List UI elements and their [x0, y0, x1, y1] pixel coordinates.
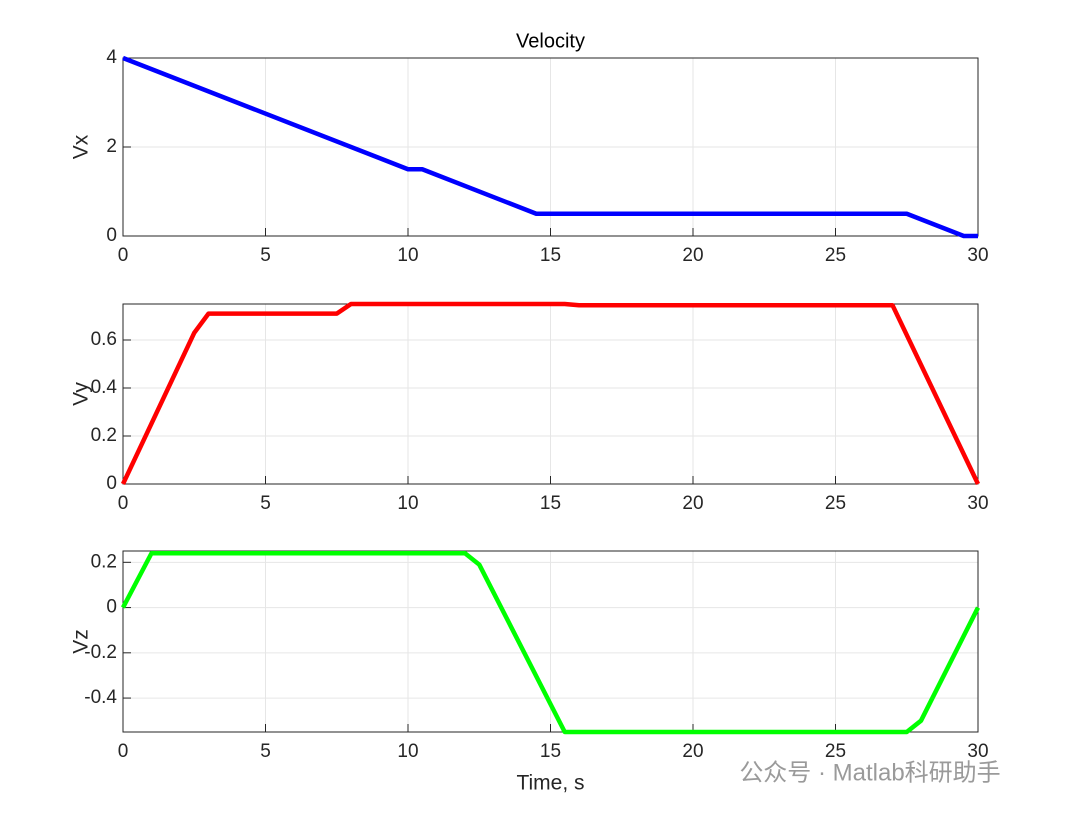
x-tick-label: 0 — [118, 245, 129, 266]
x-tick-label: 5 — [260, 493, 271, 514]
x-tick-label: 5 — [260, 245, 271, 266]
x-tick-label: 10 — [397, 741, 418, 762]
y-tick-label: 2 — [106, 136, 117, 157]
x-tick-label: 20 — [682, 493, 703, 514]
y-tick-label: 0.2 — [91, 551, 117, 572]
x-tick-label: 0 — [118, 741, 129, 762]
watermark: 公众号 · Matlab科研助手 — [739, 759, 1000, 786]
x-tick-label: 30 — [967, 493, 988, 514]
x-tick-label: 25 — [825, 493, 846, 514]
y-tick-label: 0.2 — [91, 425, 117, 446]
y-axis-label: Vx — [70, 134, 93, 159]
y-tick-label: 4 — [106, 47, 117, 68]
y-tick-label: 0.4 — [91, 377, 118, 398]
data-line — [121, 551, 981, 735]
y-tick-label: 0 — [106, 225, 117, 246]
x-tick-label: 5 — [260, 741, 271, 762]
y-tick-label: 0.6 — [91, 329, 117, 350]
y-axis-label: Vz — [70, 629, 93, 654]
x-tick-label: 10 — [397, 493, 418, 514]
y-tick-label: -0.2 — [84, 642, 117, 663]
axes-box — [122, 57, 979, 237]
x-tick-label: 15 — [540, 493, 561, 514]
x-tick-label: 0 — [118, 493, 129, 514]
y-tick-label: 0 — [106, 473, 117, 494]
x-axis-label: Time, s — [516, 772, 584, 795]
x-tick-label: 25 — [825, 245, 846, 266]
data-line — [120, 301, 981, 485]
x-tick-label: 15 — [540, 245, 561, 266]
y-tick-label: -0.4 — [84, 687, 117, 708]
x-tick-label: 30 — [967, 741, 988, 762]
x-tick-label: 25 — [825, 741, 846, 762]
x-tick-label: 15 — [540, 741, 561, 762]
x-tick-label: 20 — [682, 741, 703, 762]
data-line — [122, 55, 978, 239]
y-axis-label: Vy — [70, 382, 93, 406]
chart-title: Velocity — [516, 30, 585, 52]
y-tick-label: 0 — [106, 597, 117, 618]
x-tick-label: 20 — [682, 245, 703, 266]
x-tick-label: 10 — [397, 245, 418, 266]
x-tick-label: 30 — [967, 245, 988, 266]
axes-box — [122, 550, 979, 733]
